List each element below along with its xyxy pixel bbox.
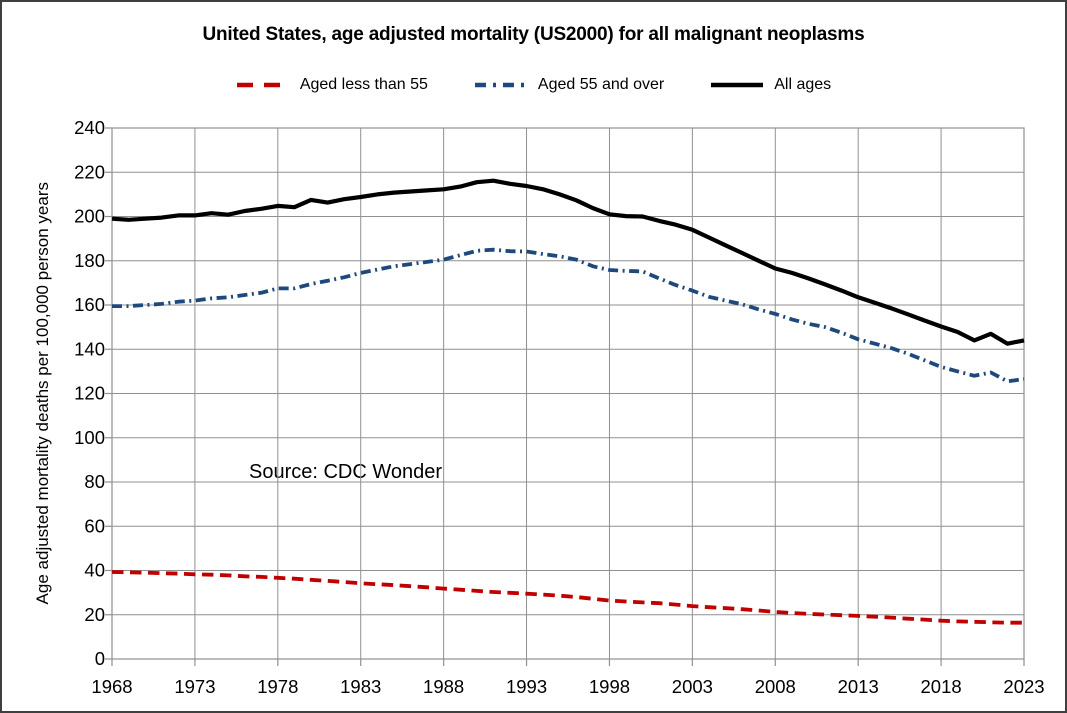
x-tick-label: 2023 — [1003, 676, 1044, 697]
legend-marker-red-dashed-icon — [236, 82, 289, 88]
y-tick-label: 160 — [74, 294, 105, 315]
y-tick-label: 100 — [74, 427, 105, 448]
legend-marker-black-solid-icon — [711, 82, 764, 88]
legend-label-aged-less-than-55: Aged less than 55 — [299, 76, 428, 93]
x-tick-label: 1993 — [506, 676, 547, 697]
y-tick-label: 40 — [84, 560, 105, 581]
legend-marker-blue-dash-dot-icon — [474, 82, 527, 88]
x-tick-label: 2008 — [755, 676, 796, 697]
series-line-2 — [111, 178, 1025, 346]
y-tick-label: 0 — [95, 648, 105, 669]
series-line-0 — [111, 570, 1024, 625]
y-tick-label: 20 — [84, 604, 105, 625]
legend-label-all-ages: All ages — [774, 76, 832, 93]
source-annotation: Source: CDC Wonder — [249, 461, 443, 483]
y-tick-label: 120 — [74, 383, 105, 404]
x-tick-label: 2018 — [921, 676, 962, 697]
x-tick-label: 1968 — [91, 676, 132, 697]
x-tick-label: 1978 — [257, 676, 298, 697]
legend-item-aged-less-than-55: Aged less than 55 — [236, 76, 428, 94]
y-tick-label: 220 — [74, 161, 105, 182]
x-tick-label: 1988 — [423, 676, 464, 697]
legend-item-aged-55-and-over: Aged 55 and over — [474, 76, 664, 94]
series-line-1 — [112, 247, 1025, 384]
x-tick-label: 1983 — [340, 676, 381, 697]
x-tick-label: 1998 — [589, 676, 630, 697]
legend-item-all-ages: All ages — [710, 76, 831, 94]
y-tick-label: 140 — [74, 338, 105, 359]
y-tick-label: 80 — [84, 471, 105, 492]
legend-label-aged-55-and-over: Aged 55 and over — [537, 76, 665, 93]
x-tick-label: 2003 — [672, 676, 713, 697]
y-tick-label: 180 — [74, 250, 105, 271]
x-tick-label: 1973 — [174, 676, 215, 697]
y-tick-label: 60 — [84, 515, 105, 536]
x-tick-label: 2013 — [838, 676, 879, 697]
chart-legend: Aged less than 55 Aged 55 and over All a… — [2, 72, 1065, 98]
y-tick-label: 200 — [74, 206, 105, 227]
y-tick-label: 240 — [74, 117, 105, 138]
chart-title: United States, age adjusted mortality (U… — [202, 24, 865, 45]
